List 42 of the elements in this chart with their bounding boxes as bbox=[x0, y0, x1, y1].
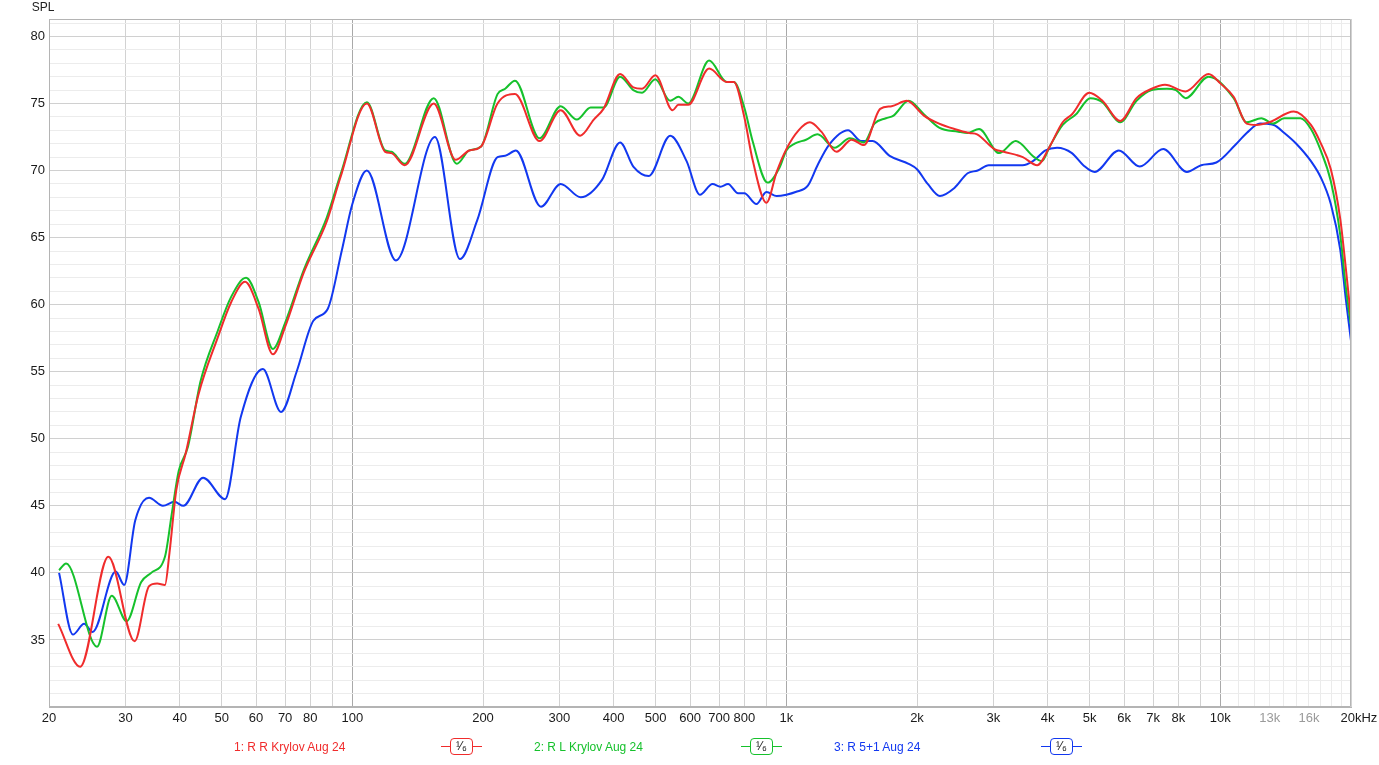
y-axis-title: SPL bbox=[31, 0, 55, 15]
x-tick-label: 8k bbox=[1171, 710, 1186, 726]
x-tick-label: 300 bbox=[548, 710, 571, 726]
x-tick-label: 4k bbox=[1040, 710, 1056, 726]
y-tick-label: 40 bbox=[30, 564, 45, 580]
x-tick-label: 2k bbox=[910, 710, 925, 726]
x-tick-label: 200 bbox=[472, 710, 494, 726]
y-tick-label: 50 bbox=[30, 430, 45, 446]
x-tick-label: 800 bbox=[733, 710, 756, 726]
x-tick-label: 600 bbox=[679, 710, 701, 726]
x-tick-label: 1k bbox=[779, 710, 794, 726]
text: 2: R L Krylov Aug 24 bbox=[534, 739, 644, 754]
y-tick-label: 55 bbox=[30, 363, 45, 379]
x-tick-label: 16k bbox=[1298, 710, 1320, 726]
x-tick-label: 60 bbox=[248, 710, 264, 726]
x-tick-label: 700 bbox=[708, 710, 730, 726]
x-axis-title: Hz bbox=[1361, 710, 1378, 726]
x-tick-label: 400 bbox=[602, 710, 625, 726]
x-tick-label: 80 bbox=[303, 710, 318, 726]
x-tick-label: 13k bbox=[1259, 710, 1281, 726]
x-tick-label: 40 bbox=[172, 710, 187, 726]
text: 3: R 5+1 Aug 24 bbox=[834, 739, 922, 754]
y-tick-label: 45 bbox=[30, 497, 45, 513]
x-tick-label: 7k bbox=[1146, 710, 1161, 726]
x-tick-label: 5k bbox=[1082, 710, 1098, 726]
y-tick-label: 65 bbox=[30, 229, 45, 245]
x-tick-label: 70 bbox=[277, 710, 293, 726]
text: 1: R R Krylov Aug 24 bbox=[234, 739, 347, 754]
y-tick-label: 80 bbox=[30, 28, 45, 44]
x-tick-label: 6k bbox=[1117, 710, 1132, 726]
x-tick-label: 100 bbox=[341, 710, 364, 726]
x-tick-label: 500 bbox=[644, 710, 667, 726]
y-tick-label: 75 bbox=[30, 95, 45, 111]
x-tick-label: 20 bbox=[41, 710, 57, 726]
x-tick-label: 10k bbox=[1209, 710, 1232, 726]
x-tick-label: 3k bbox=[986, 710, 1001, 726]
x-tick-label: 50 bbox=[214, 710, 229, 726]
x-tick-label: 20k bbox=[1340, 710, 1362, 726]
y-tick-label: 35 bbox=[30, 631, 45, 647]
x-tick-label: 30 bbox=[118, 710, 133, 726]
y-tick-label: 60 bbox=[30, 296, 45, 312]
y-tick-label: 70 bbox=[30, 162, 45, 178]
